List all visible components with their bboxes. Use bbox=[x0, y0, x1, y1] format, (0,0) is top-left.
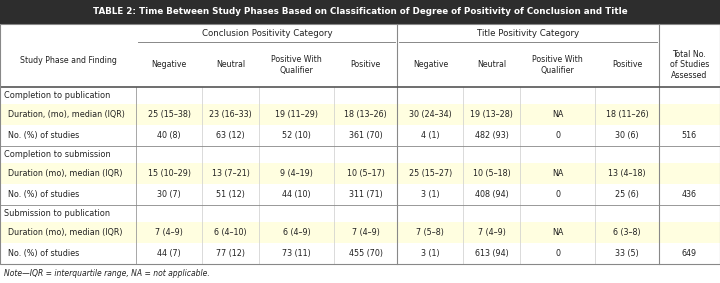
Text: 10 (5–17): 10 (5–17) bbox=[347, 169, 384, 178]
Text: 6 (4–10): 6 (4–10) bbox=[215, 228, 247, 237]
Text: Title Positivity Category: Title Positivity Category bbox=[477, 29, 579, 38]
Text: 482 (93): 482 (93) bbox=[474, 131, 508, 140]
Text: Completion to submission: Completion to submission bbox=[4, 150, 111, 159]
Text: 44 (10): 44 (10) bbox=[282, 190, 311, 199]
Text: Positive With
Qualifier: Positive With Qualifier bbox=[271, 55, 322, 74]
Text: 516: 516 bbox=[682, 131, 697, 140]
Text: 361 (70): 361 (70) bbox=[348, 131, 382, 140]
Text: 40 (8): 40 (8) bbox=[158, 131, 181, 140]
Text: Completion to publication: Completion to publication bbox=[4, 91, 110, 100]
Text: 0: 0 bbox=[555, 190, 560, 199]
Bar bbox=[0, 222, 720, 243]
Text: No. (%) of studies: No. (%) of studies bbox=[8, 190, 79, 199]
Text: 77 (12): 77 (12) bbox=[216, 249, 245, 258]
Text: 25 (15–27): 25 (15–27) bbox=[409, 169, 452, 178]
Bar bbox=[0, 264, 720, 283]
Text: 30 (6): 30 (6) bbox=[615, 131, 639, 140]
Text: 7 (5–8): 7 (5–8) bbox=[416, 228, 444, 237]
Text: NA: NA bbox=[552, 228, 563, 237]
Text: 7 (4–9): 7 (4–9) bbox=[478, 228, 505, 237]
Text: 0: 0 bbox=[555, 249, 560, 258]
Text: 436: 436 bbox=[682, 190, 697, 199]
Text: 25 (6): 25 (6) bbox=[615, 190, 639, 199]
Text: 19 (11–29): 19 (11–29) bbox=[275, 110, 318, 119]
Text: NA: NA bbox=[552, 169, 563, 178]
Text: 30 (7): 30 (7) bbox=[158, 190, 181, 199]
Text: Duration, (mo), median (IQR): Duration, (mo), median (IQR) bbox=[8, 110, 125, 119]
Bar bbox=[0, 146, 720, 163]
Text: 13 (4–18): 13 (4–18) bbox=[608, 169, 646, 178]
Text: 13 (7–21): 13 (7–21) bbox=[212, 169, 249, 178]
Text: 6 (4–9): 6 (4–9) bbox=[282, 228, 310, 237]
Text: Neutral: Neutral bbox=[477, 60, 506, 69]
Text: Total No.
of Studies
Assessed: Total No. of Studies Assessed bbox=[670, 50, 709, 80]
Text: Note—IQR = interquartile range, NA = not applicable.: Note—IQR = interquartile range, NA = not… bbox=[4, 269, 210, 278]
Bar bbox=[0, 23, 720, 87]
Text: 19 (13–28): 19 (13–28) bbox=[470, 110, 513, 119]
Text: 15 (10–29): 15 (10–29) bbox=[148, 169, 191, 178]
Text: Submission to publication: Submission to publication bbox=[4, 209, 110, 218]
Text: 649: 649 bbox=[682, 249, 697, 258]
Text: 6 (3–8): 6 (3–8) bbox=[613, 228, 641, 237]
Text: 44 (7): 44 (7) bbox=[158, 249, 181, 258]
Text: 33 (5): 33 (5) bbox=[615, 249, 639, 258]
Text: 3 (1): 3 (1) bbox=[421, 190, 440, 199]
Text: 23 (16–33): 23 (16–33) bbox=[210, 110, 252, 119]
Text: 25 (15–38): 25 (15–38) bbox=[148, 110, 191, 119]
Text: 613 (94): 613 (94) bbox=[475, 249, 508, 258]
Text: Conclusion Positivity Category: Conclusion Positivity Category bbox=[202, 29, 332, 38]
Text: 30 (24–34): 30 (24–34) bbox=[409, 110, 451, 119]
Bar bbox=[0, 104, 720, 125]
Text: No. (%) of studies: No. (%) of studies bbox=[8, 131, 79, 140]
Bar bbox=[0, 205, 720, 222]
Text: Positive: Positive bbox=[351, 60, 381, 69]
Text: No. (%) of studies: No. (%) of studies bbox=[8, 249, 79, 258]
Text: 18 (13–26): 18 (13–26) bbox=[344, 110, 387, 119]
Text: Neutral: Neutral bbox=[216, 60, 245, 69]
Text: Positive: Positive bbox=[612, 60, 642, 69]
Text: 73 (11): 73 (11) bbox=[282, 249, 311, 258]
Bar bbox=[0, 184, 720, 205]
Text: Negative: Negative bbox=[152, 60, 186, 69]
Text: Duration (mo), median (IQR): Duration (mo), median (IQR) bbox=[8, 228, 122, 237]
Bar bbox=[0, 23, 720, 264]
Text: Positive With
Qualifier: Positive With Qualifier bbox=[532, 55, 583, 74]
Text: 7 (4–9): 7 (4–9) bbox=[156, 228, 183, 237]
Text: 408 (94): 408 (94) bbox=[475, 190, 508, 199]
Text: 0: 0 bbox=[555, 131, 560, 140]
Text: 10 (5–18): 10 (5–18) bbox=[473, 169, 510, 178]
Text: 4 (1): 4 (1) bbox=[421, 131, 440, 140]
Text: 3 (1): 3 (1) bbox=[421, 249, 440, 258]
Text: 51 (12): 51 (12) bbox=[216, 190, 245, 199]
Text: 311 (71): 311 (71) bbox=[348, 190, 382, 199]
Text: Negative: Negative bbox=[413, 60, 448, 69]
Bar bbox=[0, 243, 720, 264]
Bar bbox=[0, 163, 720, 184]
Bar bbox=[0, 125, 720, 146]
Text: 18 (11–26): 18 (11–26) bbox=[606, 110, 648, 119]
Text: TABLE 2: Time Between Study Phases Based on Classification of Degree of Positivi: TABLE 2: Time Between Study Phases Based… bbox=[93, 7, 627, 16]
Text: NA: NA bbox=[552, 110, 563, 119]
Text: 52 (10): 52 (10) bbox=[282, 131, 311, 140]
Text: 9 (4–19): 9 (4–19) bbox=[280, 169, 313, 178]
Bar bbox=[0, 87, 720, 104]
Text: Study Phase and Finding: Study Phase and Finding bbox=[19, 56, 117, 65]
Bar bbox=[0, 0, 720, 23]
Text: Duration (mo), median (IQR): Duration (mo), median (IQR) bbox=[8, 169, 122, 178]
Text: 63 (12): 63 (12) bbox=[216, 131, 245, 140]
Text: 7 (4–9): 7 (4–9) bbox=[352, 228, 379, 237]
Text: 455 (70): 455 (70) bbox=[348, 249, 382, 258]
